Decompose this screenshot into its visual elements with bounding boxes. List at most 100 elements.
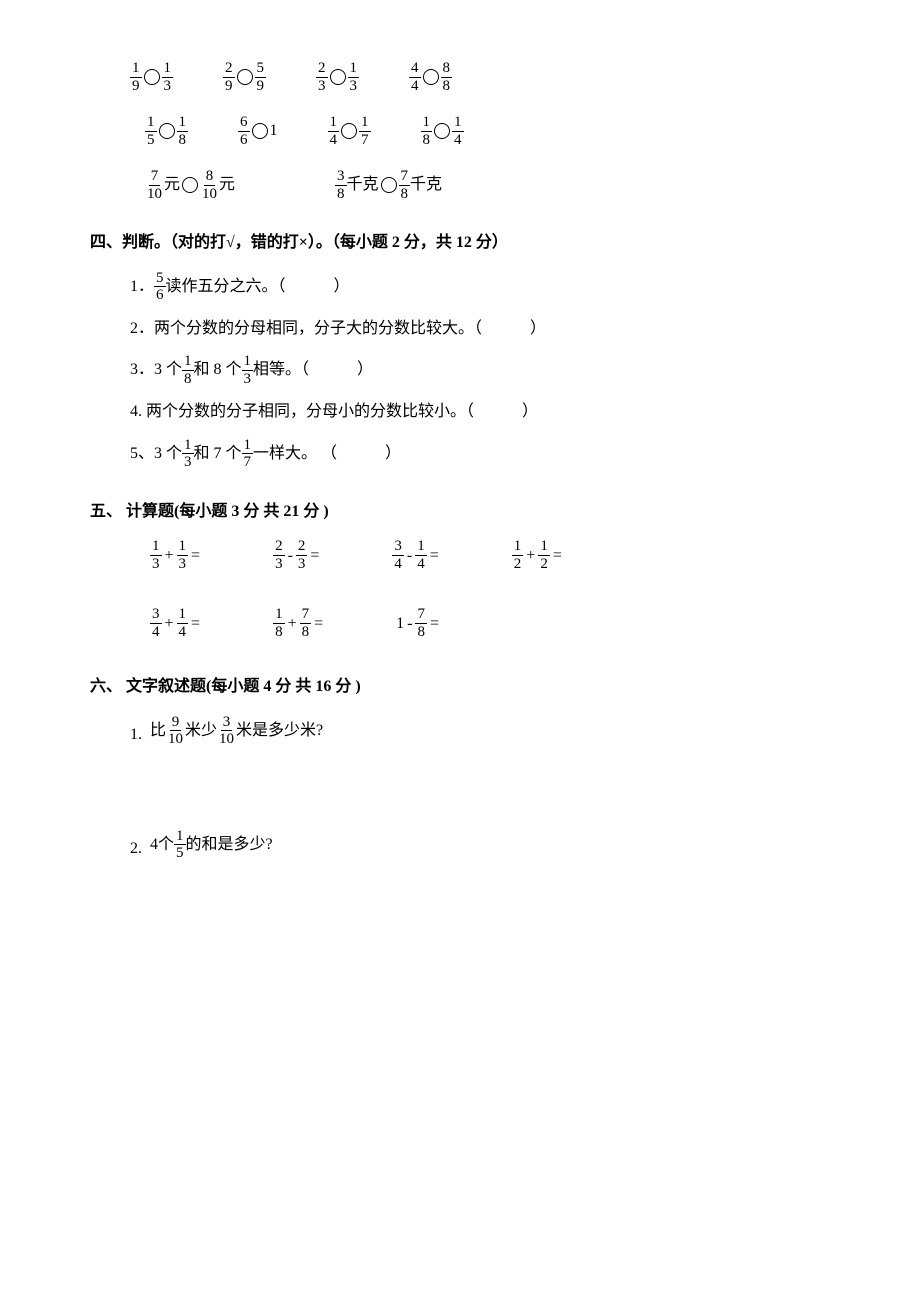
denominator: 8 <box>441 78 453 95</box>
calc-item: 23 - 23 = <box>273 538 322 572</box>
text: 4个 <box>150 832 174 858</box>
s6-q1: 1. 比 910 米少 310 米是多少米? <box>90 714 830 748</box>
calc-row-2: 34 + 14 = 18 + 78 = 1 - 78 = <box>90 606 830 640</box>
cmp-item: 710 元 810 元 <box>145 168 235 202</box>
text: 3．3 个 <box>130 357 182 383</box>
fraction: 14 <box>177 606 189 640</box>
text: 一样大。 （ ） <box>253 441 401 467</box>
denominator: 4 <box>177 624 189 641</box>
circle-blank <box>434 123 450 139</box>
integer: 1 <box>396 611 404 637</box>
numerator: 2 <box>316 60 328 78</box>
fraction: 38 <box>335 168 347 202</box>
denominator: 3 <box>316 78 328 95</box>
fraction: 12 <box>512 538 524 572</box>
circle-blank <box>252 123 268 139</box>
fraction: 13 <box>182 437 194 471</box>
s4-q3: 3．3 个 18 和 8 个 13 相等。（ ） <box>90 353 830 387</box>
text: 米是多少米? <box>236 718 323 744</box>
denominator: 6 <box>238 132 250 149</box>
circle-blank <box>381 177 397 193</box>
numerator: 3 <box>392 538 404 556</box>
cmp-item: 66 1 <box>238 114 278 148</box>
compare-row-1: 19 13 29 59 23 13 44 88 <box>90 60 830 94</box>
numerator: 1 <box>359 114 371 132</box>
denominator: 8 <box>415 624 427 641</box>
fraction: 13 <box>348 60 360 94</box>
numerator: 5 <box>154 270 166 288</box>
text: 的和是多少? <box>186 832 273 858</box>
denominator: 3 <box>348 78 360 95</box>
denominator: 7 <box>359 132 371 149</box>
denominator: 8 <box>182 371 194 388</box>
calc-row-1: 13 + 13 = 23 - 23 = 34 - 14 = 12 + 12 = <box>90 538 830 572</box>
calc-item: 1 - 78 = <box>396 606 442 640</box>
denominator: 4 <box>392 556 404 573</box>
numerator: 7 <box>149 168 161 186</box>
integer: 1 <box>270 118 278 144</box>
fraction: 13 <box>177 538 189 572</box>
fraction: 18 <box>182 353 194 387</box>
fraction: 78 <box>300 606 312 640</box>
numerator: 5 <box>255 60 267 78</box>
fraction: 15 <box>145 114 157 148</box>
numerator: 1 <box>452 114 464 132</box>
cmp-item: 15 18 <box>145 114 188 148</box>
denominator: 4 <box>150 624 162 641</box>
numerator: 1 <box>273 606 285 624</box>
calc-item: 12 + 12 = <box>512 538 565 572</box>
numerator: 4 <box>409 60 421 78</box>
numerator: 3 <box>221 714 233 732</box>
denominator: 8 <box>177 132 189 149</box>
denominator: 2 <box>512 556 524 573</box>
equals: = <box>191 611 200 637</box>
compare-row-2: 15 18 66 1 14 17 18 14 <box>90 114 830 148</box>
s4-q5: 5、3 个 13 和 7 个 17 一样大。 （ ） <box>90 437 830 471</box>
s4-q2: 2．两个分数的分母相同，分子大的分数比较大。（ ） <box>90 316 830 342</box>
denominator: 10 <box>166 731 185 748</box>
numerator: 1 <box>162 60 174 78</box>
unit: 千克 <box>347 172 379 198</box>
equals: = <box>430 611 439 637</box>
fraction: 810 <box>200 168 219 202</box>
calc-item: 34 + 14 = <box>150 606 203 640</box>
fraction: 12 <box>538 538 550 572</box>
fraction: 13 <box>150 538 162 572</box>
equals: = <box>314 611 323 637</box>
text: 米少 <box>185 718 217 744</box>
fraction: 59 <box>255 60 267 94</box>
compare-row-3: 710 元 810 元 38 千克 78 千克 <box>90 168 830 202</box>
denominator: 8 <box>300 624 312 641</box>
denominator: 4 <box>328 132 340 149</box>
cmp-item: 14 17 <box>328 114 371 148</box>
s4-q1: 1． 56 读作五分之六。（ ） <box>90 270 830 304</box>
cmp-item: 38 千克 78 千克 <box>335 168 442 202</box>
numerator: 1 <box>150 538 162 556</box>
fraction: 18 <box>421 114 433 148</box>
fraction: 23 <box>273 538 285 572</box>
numerator: 7 <box>415 606 427 624</box>
unit: 千克 <box>410 172 442 198</box>
text: 比 <box>150 718 166 744</box>
equals: = <box>553 543 562 569</box>
equals: = <box>310 543 319 569</box>
operator: + <box>165 543 174 569</box>
equals: = <box>191 543 200 569</box>
numerator: 2 <box>273 538 285 556</box>
numerator: 1 <box>348 60 360 78</box>
denominator: 3 <box>182 454 194 471</box>
fraction: 19 <box>130 60 142 94</box>
content: 4个 15 的和是多少? <box>150 828 273 862</box>
text: 和 8 个 <box>194 357 242 383</box>
denominator: 3 <box>177 556 189 573</box>
text: 读作五分之六。（ ） <box>166 274 350 300</box>
denominator: 4 <box>415 556 427 573</box>
operator: - <box>407 543 412 569</box>
denominator: 3 <box>150 556 162 573</box>
denominator: 8 <box>399 186 411 203</box>
denominator: 2 <box>538 556 550 573</box>
fraction: 23 <box>296 538 308 572</box>
unit: 元 <box>164 172 180 198</box>
numerator: 6 <box>238 114 250 132</box>
numerator: 1 <box>177 114 189 132</box>
